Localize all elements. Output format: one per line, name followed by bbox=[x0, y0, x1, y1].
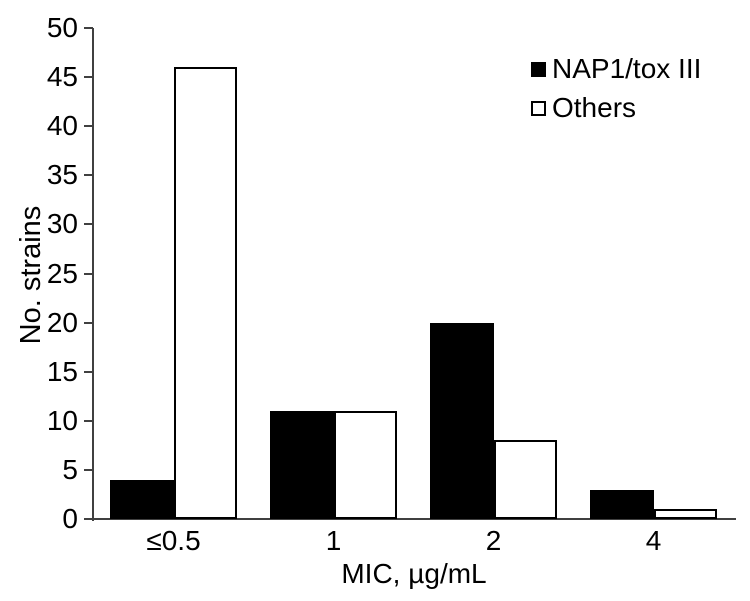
y-tick-label: 5 bbox=[62, 453, 78, 485]
y-tick-mark bbox=[84, 468, 93, 471]
x-tick-label: 4 bbox=[645, 525, 662, 556]
y-tick-mark bbox=[84, 27, 93, 29]
y-axis-line bbox=[92, 28, 94, 521]
y-tick-mark bbox=[84, 321, 93, 324]
legend-label-others: Others bbox=[552, 92, 637, 123]
legend: NAP1/tox III Others bbox=[531, 52, 701, 130]
legend-label-nap1-tox-iii: NAP1/tox III bbox=[552, 53, 702, 84]
y-tick-label: 40 bbox=[46, 110, 78, 142]
y-tick-label: 45 bbox=[46, 61, 78, 93]
y-tick-label: 0 bbox=[62, 503, 78, 534]
y-tick-mark bbox=[84, 125, 93, 128]
bar-nap1-tox-iii-3 bbox=[590, 489, 654, 519]
y-tick-label: 10 bbox=[46, 404, 78, 436]
y-tick-label: 25 bbox=[46, 257, 78, 289]
y-tick-mark bbox=[84, 223, 93, 226]
x-tick-label: 1 bbox=[325, 525, 342, 556]
y-tick-label: 50 bbox=[46, 12, 78, 43]
y-tick-mark bbox=[84, 370, 93, 373]
bar-others-2 bbox=[493, 440, 557, 519]
y-tick-mark bbox=[84, 272, 93, 275]
legend-item-nap1-tox-iii: NAP1/tox III bbox=[531, 52, 701, 86]
y-tick-label: 30 bbox=[46, 208, 78, 240]
x-tick-label: 2 bbox=[485, 525, 502, 556]
y-tick-label: 15 bbox=[46, 355, 78, 387]
bar-others-3 bbox=[653, 509, 717, 519]
y-tick-mark bbox=[84, 76, 93, 79]
bar-others-0 bbox=[173, 67, 237, 519]
bar-nap1-tox-iii-0 bbox=[110, 479, 174, 519]
legend-swatch-filled-square-icon bbox=[531, 61, 546, 77]
y-tick-label: 35 bbox=[46, 159, 78, 191]
y-tick-mark bbox=[84, 419, 93, 422]
legend-item-others: Others bbox=[531, 91, 701, 125]
x-tick-label: ≤0.5 bbox=[146, 525, 201, 556]
legend-swatch-open-square-icon bbox=[531, 100, 546, 116]
bar-nap1-tox-iii-2 bbox=[430, 322, 494, 519]
bar-nap1-tox-iii-1 bbox=[270, 410, 334, 519]
x-axis-line bbox=[92, 518, 736, 520]
x-axis-title: MIC, µg/mL bbox=[341, 558, 487, 589]
y-tick-mark bbox=[84, 518, 93, 520]
y-tick-label: 20 bbox=[46, 306, 78, 338]
y-tick-mark bbox=[84, 174, 93, 177]
bar-others-1 bbox=[333, 410, 397, 519]
